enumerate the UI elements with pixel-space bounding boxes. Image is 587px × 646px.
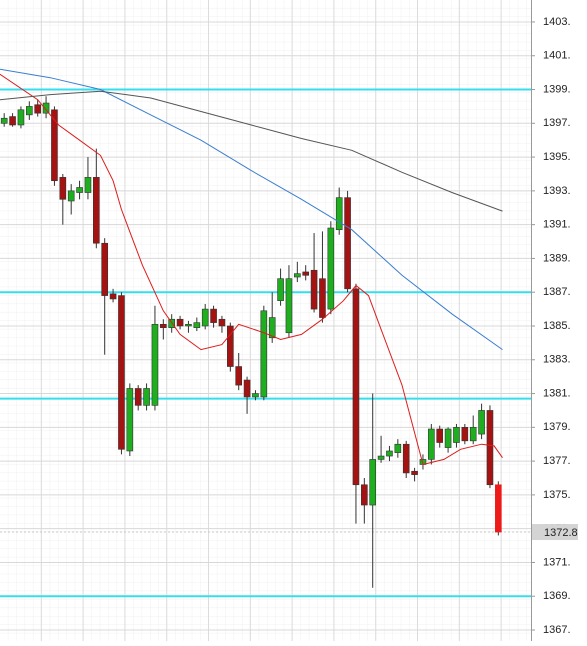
candle-body: [51, 109, 58, 182]
candle-body: [478, 410, 485, 435]
candle-body: [143, 388, 150, 406]
candle-body: [344, 197, 351, 290]
candle-body: [126, 388, 134, 452]
y-tick-label: 1395.: [543, 151, 571, 163]
y-tick-label: 1391.: [543, 219, 571, 231]
candle-body: [76, 187, 83, 193]
y-tick-label: 1367.: [543, 624, 571, 636]
y-tick-label: 1369.: [543, 590, 571, 602]
candle-body: [201, 308, 209, 327]
candle-body: [453, 427, 460, 443]
candle-body: [243, 379, 251, 398]
candle-body: [235, 366, 242, 386]
candle-body: [268, 317, 276, 339]
candle-body: [0, 117, 8, 124]
y-tick-label: 1385.: [543, 320, 571, 332]
last-price-box: [532, 524, 578, 541]
candle-body: [210, 308, 217, 323]
y-tick-label: 1399.: [543, 83, 571, 95]
last-price-label: 1372.8: [544, 527, 578, 539]
candle-body: [335, 197, 343, 231]
candle-body: [34, 104, 41, 114]
candle-body: [185, 324, 192, 327]
candle-body: [495, 484, 502, 533]
candle-body: [327, 227, 335, 310]
candle-body: [461, 427, 469, 442]
candle-body: [469, 427, 477, 442]
candle-body: [428, 428, 435, 460]
candle-body: [260, 310, 268, 398]
candle-body: [101, 242, 108, 296]
candle-body: [319, 278, 326, 318]
y-tick-label: 1377.: [543, 455, 571, 467]
candle-body: [84, 177, 92, 193]
candle-body: [386, 450, 393, 457]
candle-body: [59, 177, 67, 200]
candle-body: [42, 102, 50, 114]
candle-body: [277, 278, 284, 301]
candle-body: [361, 484, 368, 506]
candle-body: [285, 278, 293, 334]
candle-body: [67, 190, 75, 202]
candle-body: [17, 109, 25, 126]
candle-body: [486, 410, 494, 486]
candle-body: [310, 269, 318, 310]
candle-body: [227, 325, 234, 367]
candle-body: [369, 459, 377, 506]
candle-body: [394, 443, 402, 453]
candle-body: [118, 295, 125, 450]
y-tick-label: 1393.: [543, 185, 571, 197]
y-tick-label: 1383.: [543, 354, 571, 366]
candle-body: [9, 116, 16, 126]
candle-body: [109, 293, 117, 300]
candle-body: [218, 318, 226, 327]
candle-body: [294, 273, 301, 278]
candle-body: [352, 288, 360, 486]
moving-average: [0, 73, 503, 466]
candle-body: [26, 106, 33, 116]
candle-body: [176, 318, 184, 327]
y-tick-label: 1397.: [543, 117, 571, 129]
y-tick-label: 1387.: [543, 286, 571, 298]
y-tick-label: 1403.: [543, 16, 571, 28]
candle-body: [377, 455, 385, 460]
y-tick-label: 1401.: [543, 50, 571, 62]
y-tick-label: 1375.: [543, 489, 571, 501]
candle-body: [402, 443, 410, 474]
y-tick-label: 1389.: [543, 252, 571, 264]
moving-average: [0, 90, 503, 212]
candle-body: [160, 324, 167, 328]
candle-body: [193, 322, 201, 328]
candle-body: [444, 428, 452, 448]
y-tick-label: 1379.: [543, 421, 571, 433]
y-tick-label: 1371.: [543, 556, 571, 568]
candle-body: [93, 177, 100, 244]
candle-body: [151, 324, 159, 406]
candle-body: [252, 393, 259, 398]
candle-body: [436, 428, 444, 443]
candle-body: [134, 388, 142, 406]
moving-average: [0, 68, 503, 351]
candle-body: [302, 271, 310, 276]
y-tick-label: 1381.: [543, 387, 571, 399]
candle-body: [411, 470, 418, 475]
